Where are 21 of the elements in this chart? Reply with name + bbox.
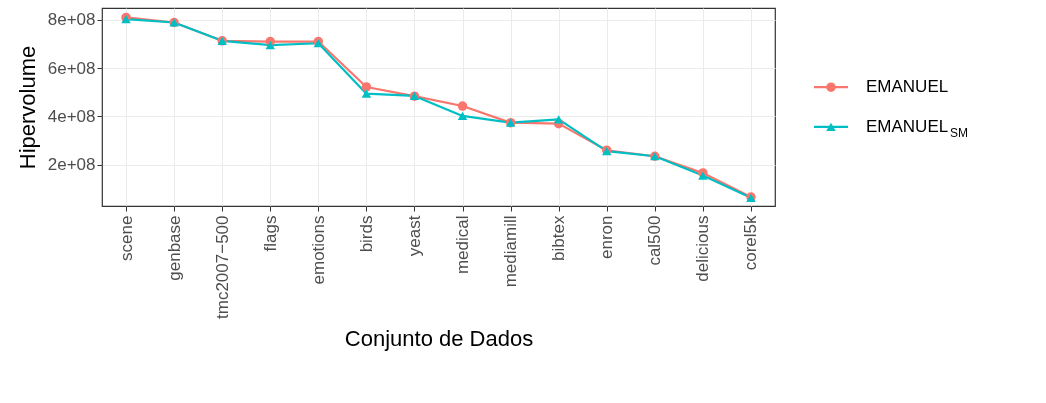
y-tick-label: 4e+08 xyxy=(47,106,96,126)
y-tick-label: 2e+08 xyxy=(47,155,96,175)
x-tick-label: mediamill xyxy=(501,215,521,288)
x-axis-title: Conjunto de Dados xyxy=(344,325,534,351)
x-tick-label: yeast xyxy=(404,215,424,257)
y-axis-title: Hipervolume xyxy=(14,45,40,170)
x-tick-label: medical xyxy=(453,215,473,275)
x-tick-label: emotions xyxy=(308,215,328,285)
x-tick-label: delicious xyxy=(693,215,713,282)
x-tick-label: birds xyxy=(356,215,376,253)
x-tick-label: flags xyxy=(260,215,280,252)
y-tick-label: 6e+08 xyxy=(47,58,96,78)
x-tick-label: enron xyxy=(597,215,617,259)
x-tick-label: bibtex xyxy=(549,215,569,261)
y-tick-label: 8e+08 xyxy=(47,10,96,30)
x-tick-label: corel5k xyxy=(741,215,761,271)
legend-label: EMANUEL xyxy=(866,77,949,97)
x-tick-label: scene xyxy=(116,215,136,261)
x-tick-label: cal500 xyxy=(645,215,665,266)
x-tick-label: tmc2007−500 xyxy=(212,215,232,319)
x-tick-label: genbase xyxy=(164,215,184,281)
